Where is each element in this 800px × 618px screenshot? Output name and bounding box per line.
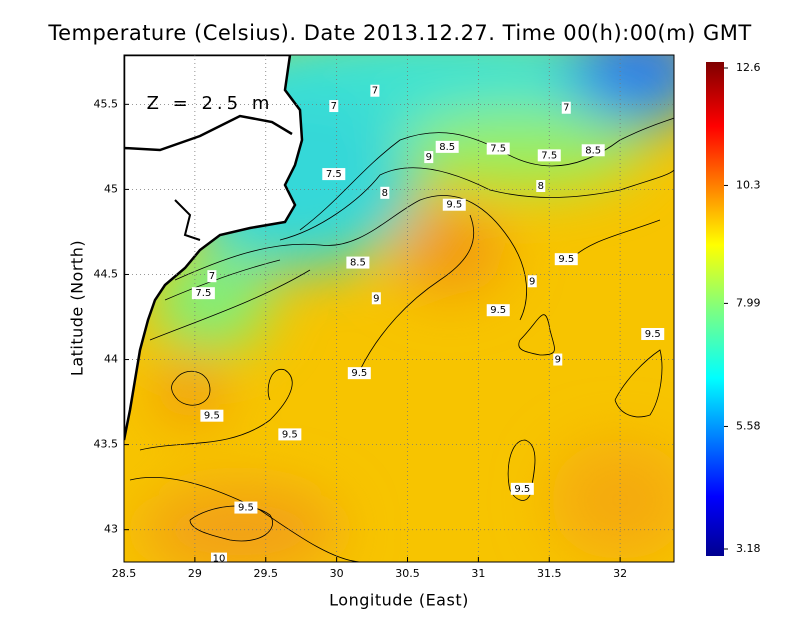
y-tick-label: 44: [104, 353, 118, 366]
x-tick-label: 28.5: [112, 567, 137, 580]
contour-label: 7.5: [326, 169, 342, 180]
x-tick-label: 31: [471, 567, 485, 580]
colorbar-tick-label: 7.99: [736, 296, 761, 309]
contour-label-bg: [510, 482, 534, 495]
contour-label-bg: [641, 328, 665, 341]
x-tick-label: 29.5: [254, 567, 279, 580]
contour-label: 9: [373, 293, 379, 304]
contour-label-bg: [346, 256, 370, 269]
contour-labels: 7 7 7 8.5 7.5 7.5 8.5 9 7.5 8 8 9.5 9.5 8.5 7 9 7.5 9 9.5 9…: [191, 84, 665, 565]
x-tick-label: 29: [188, 567, 202, 580]
contour-label: 8: [382, 188, 388, 199]
contour-label: 7: [372, 86, 378, 97]
contour-label: 9.5: [446, 200, 462, 211]
colorbar: [706, 62, 724, 556]
contour-label: 7.5: [541, 150, 557, 161]
contour-label-bg: [278, 428, 302, 441]
y-tick-label: 43.5: [94, 438, 119, 451]
contour-label-bg: [191, 287, 215, 300]
x-tick-label: 30: [330, 567, 344, 580]
contour-label: 9.5: [645, 329, 661, 340]
colorbar-tick-label: 12.6: [736, 61, 761, 74]
contour-label-bg: [442, 198, 466, 211]
contour-label-bg: [380, 186, 390, 199]
y-tick-label: 45: [104, 182, 118, 195]
contour-label-bg: [561, 101, 571, 114]
contour-label: 9.5: [204, 411, 220, 422]
land: [124, 55, 304, 441]
x-axis-label: Longitude (East): [329, 591, 469, 610]
contour-label: 9.5: [238, 503, 254, 514]
contour-label-bg: [207, 270, 217, 283]
contour-label: 9: [529, 276, 535, 287]
contour-label: 8.5: [350, 258, 366, 269]
contour-label: 9: [555, 355, 561, 366]
y-tick-label: 45.5: [94, 97, 119, 110]
contour-label: 7.5: [195, 288, 211, 299]
axes: 28.5 29 29.5 30 30.5 31 31.5 32 43 43.5 44 44.5 45 45…: [94, 97, 628, 580]
contour-label: 9.5: [514, 484, 530, 495]
x-tick-label: 32: [613, 567, 627, 580]
contour-label-bg: [371, 292, 381, 305]
contour-label-bg: [210, 552, 227, 562]
y-tick-label: 43: [104, 523, 118, 536]
coastline: [174, 199, 201, 241]
contour-label-bg: [536, 180, 546, 193]
contour-label: 9: [426, 152, 432, 163]
contour-label: 7: [563, 103, 569, 114]
coastline: [124, 114, 293, 152]
contour-label-bg: [322, 168, 346, 181]
depth-label: Z = 2.5 m: [147, 93, 274, 114]
contour-label: 10: [213, 554, 226, 565]
y-axis-label: Latitude (North): [68, 240, 87, 376]
contour-label-bg: [486, 304, 510, 317]
colorbar-tick-label: 5.58: [736, 419, 761, 432]
colorbar-ticks: 3.18 5.58 7.99 10.3 12.6: [724, 61, 761, 555]
contour-label-bg: [537, 149, 561, 162]
colorbar-tick-label: 3.18: [736, 542, 761, 555]
contour-label: 9.5: [351, 368, 367, 379]
contour-label-bg: [234, 501, 258, 514]
colorbar-tick-label: 10.3: [736, 178, 761, 191]
contour-label-bg: [370, 84, 380, 97]
contour-label-bg: [347, 367, 371, 380]
y-tick-label: 44.5: [94, 267, 119, 280]
contour-label: 8.5: [439, 142, 455, 153]
contour-lines: [129, 117, 674, 562]
contour-label-bg: [486, 142, 510, 155]
contour-label-bg: [329, 100, 339, 113]
contour-label-bg: [554, 253, 578, 266]
temperature-field: 7 7 7 8.5 7.5 7.5 8.5 9 7.5 8 8 9.5 9.5 8.5 7 9 7.5 9 9.5 9…: [124, 55, 674, 565]
contour-label: 9.5: [490, 305, 506, 316]
contour-label-bg: [200, 409, 224, 422]
contour-label-bg: [553, 353, 563, 366]
grid: [124, 55, 674, 562]
contour-label: 9.5: [558, 254, 574, 265]
contour-label: 8: [538, 181, 544, 192]
x-tick-label: 30.5: [395, 567, 420, 580]
contour-label-bg: [581, 144, 605, 157]
contour-label-bg: [435, 140, 459, 153]
x-tick-label: 31.5: [537, 567, 562, 580]
contour-label: 7.5: [490, 144, 506, 155]
contour-label-bg: [527, 275, 537, 288]
contour-label: 7: [209, 271, 215, 282]
contour-label: 9.5: [282, 429, 298, 440]
plot-frame: [123, 54, 675, 563]
contour-label: 7: [331, 101, 337, 112]
map-title: Temperature (Celsius). Date 2013.12.27. …: [47, 21, 751, 45]
contour-label-bg: [424, 151, 434, 164]
contour-label: 8.5: [585, 145, 601, 156]
